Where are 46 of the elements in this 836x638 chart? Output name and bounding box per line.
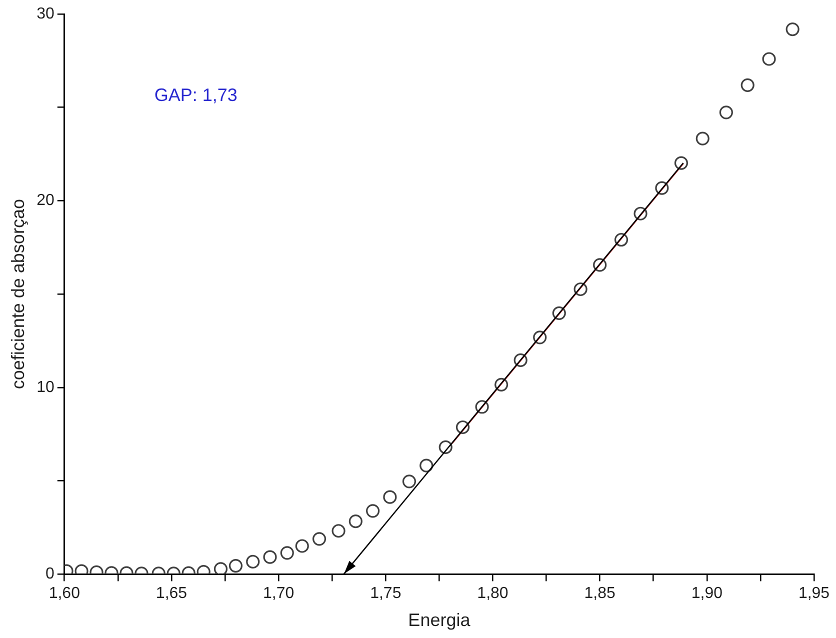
y-tick-label: 0 bbox=[45, 566, 54, 583]
y-tick-label: 20 bbox=[36, 192, 54, 210]
point bbox=[332, 524, 346, 538]
y-tick-label: 10 bbox=[36, 378, 54, 396]
x-tick-label: 1,70 bbox=[263, 585, 294, 602]
point bbox=[533, 330, 547, 344]
x-tick-label: 1,95 bbox=[798, 585, 830, 602]
point bbox=[514, 353, 528, 368]
x-tick-label: 1,80 bbox=[477, 585, 508, 602]
x-tick-label: 1,90 bbox=[691, 585, 723, 602]
point bbox=[740, 78, 754, 92]
point bbox=[420, 458, 434, 472]
point bbox=[228, 558, 243, 573]
point bbox=[246, 554, 260, 568]
point bbox=[214, 562, 228, 574]
point bbox=[614, 232, 628, 247]
point bbox=[574, 282, 588, 296]
point bbox=[402, 474, 416, 488]
point bbox=[696, 132, 710, 146]
point bbox=[634, 206, 648, 220]
point bbox=[456, 420, 470, 434]
point bbox=[674, 156, 688, 170]
point bbox=[655, 181, 669, 195]
point bbox=[552, 306, 566, 320]
y-axis-title: coeficiente de absorçao bbox=[8, 199, 28, 390]
point bbox=[280, 546, 294, 560]
point bbox=[719, 106, 733, 120]
point bbox=[475, 400, 489, 414]
point bbox=[295, 539, 309, 553]
point bbox=[593, 258, 607, 272]
x-tick-label: 1,75 bbox=[370, 585, 402, 602]
y-tick-label: 30 bbox=[36, 5, 54, 22]
point bbox=[762, 52, 776, 66]
annotation: GAP: 1,73 bbox=[154, 84, 238, 105]
point bbox=[438, 440, 452, 454]
point bbox=[494, 378, 508, 392]
point bbox=[366, 504, 380, 518]
point bbox=[786, 22, 800, 36]
x-tick-label: 1,85 bbox=[584, 585, 616, 602]
point bbox=[312, 532, 326, 546]
x-axis-title: Energia bbox=[408, 610, 472, 630]
point bbox=[263, 550, 277, 564]
point bbox=[348, 514, 362, 528]
point bbox=[383, 490, 397, 504]
x-tick-label: 1,65 bbox=[156, 585, 188, 602]
x-tick-label: 1,60 bbox=[48, 585, 80, 602]
